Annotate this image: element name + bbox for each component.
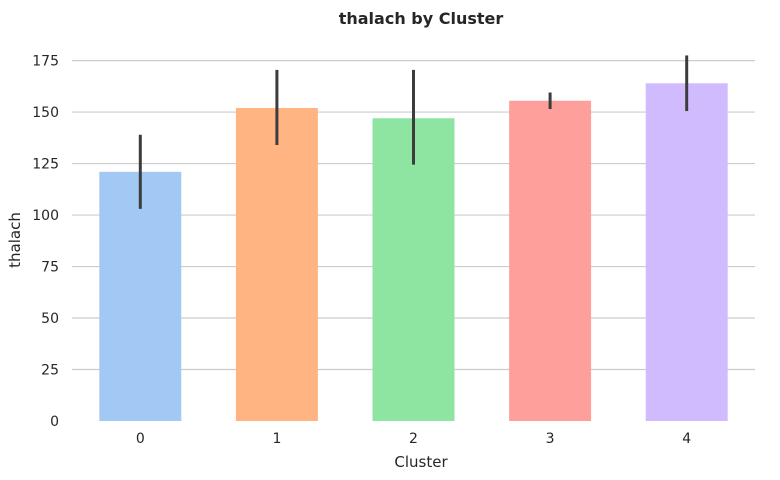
y-axis-label: thalach xyxy=(6,212,24,268)
y-tick-label: 25 xyxy=(41,363,59,379)
bars xyxy=(99,83,728,422)
x-tick-label: 1 xyxy=(272,431,281,447)
bar-cluster-1 xyxy=(235,107,318,422)
x-axis-label: Cluster xyxy=(394,453,448,471)
y-tick-label: 100 xyxy=(32,208,59,224)
y-tick-label: 125 xyxy=(32,157,59,173)
x-tick-label: 0 xyxy=(136,431,145,447)
bar-cluster-2 xyxy=(372,118,455,421)
y-tick-label: 150 xyxy=(32,105,59,121)
y-tick-labels: 0 25 50 75 100 125 150 175 xyxy=(32,54,59,430)
chart-title: thalach by Cluster xyxy=(339,9,504,28)
y-tick-label: 175 xyxy=(32,54,59,70)
x-tick-label: 4 xyxy=(682,431,691,447)
y-tick-label: 0 xyxy=(50,414,59,430)
y-tick-label: 75 xyxy=(41,260,59,276)
x-tick-labels: 0 1 2 3 4 xyxy=(136,431,691,447)
error-bars xyxy=(138,55,689,209)
y-tick-label: 50 xyxy=(41,311,59,327)
x-tick-label: 3 xyxy=(546,431,555,447)
x-tick-label: 2 xyxy=(409,431,418,447)
bar-cluster-4 xyxy=(645,83,728,421)
bar-cluster-0 xyxy=(99,171,182,421)
bar-cluster-3 xyxy=(509,100,592,421)
